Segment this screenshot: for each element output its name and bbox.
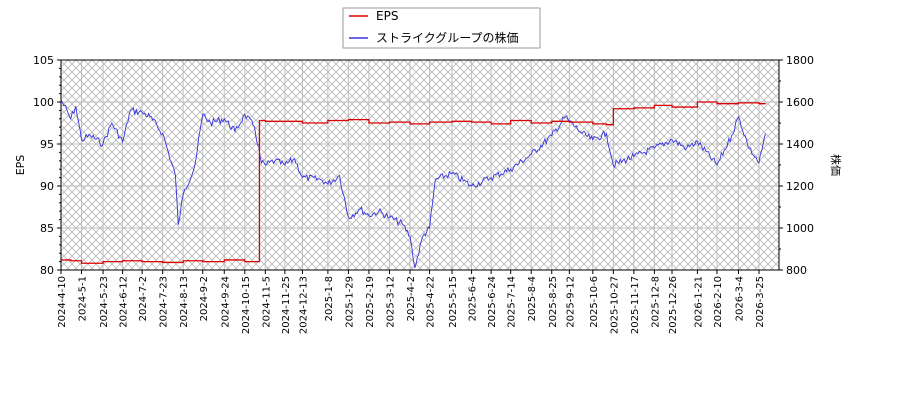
x-tick-label: 2025-8-4 (527, 276, 538, 321)
x-tick-label: 2025-3-12 (385, 276, 396, 328)
x-tick-label: 2024-6-12 (119, 276, 130, 328)
x-tick-label: 2024-7-23 (159, 276, 170, 328)
x-tick-label: 2025-11-17 (630, 276, 641, 334)
left-y-tick-label: 85 (40, 222, 54, 235)
x-tick-label: 2025-12-26 (668, 276, 679, 334)
x-tick-label: 2024-9-2 (199, 276, 210, 321)
series-layer (61, 99, 767, 269)
right-y-axis: 800 1000 1200 1400 1600 1800 (779, 54, 814, 277)
x-tick-label: 2024-8-13 (179, 276, 190, 328)
x-tick-label: 2025-10-6 (589, 276, 600, 328)
x-tick-label: 2026-2-10 (713, 276, 724, 328)
x-tick-label: 2025-8-25 (548, 276, 559, 328)
x-tick-label: 2024-12-13 (298, 276, 309, 334)
x-tick-label: 2026-1-21 (693, 276, 704, 328)
eps-line (61, 101, 766, 264)
x-tick-label: 2024-11-25 (281, 276, 292, 334)
x-tick-label: 2025-5-15 (448, 276, 459, 328)
x-tick-label: 2024-5-23 (99, 276, 110, 328)
x-tick-label: 2026-3-4 (734, 276, 745, 321)
x-tick-label: 2025-2-19 (365, 276, 376, 328)
x-tick-label: 2024-9-24 (220, 276, 231, 328)
x-tick-label: 2024-5-1 (78, 276, 89, 321)
x-tick-label: 2025-4-22 (426, 276, 437, 328)
x-tick-label: 2025-12-8 (650, 276, 661, 328)
right-y-tick-label: 1000 (786, 222, 814, 235)
left-y-tick-label: 105 (33, 54, 54, 67)
x-tick-label: 2024-11-5 (261, 276, 272, 328)
right-axis-title: 株価 (829, 154, 843, 176)
x-tick-label: 2024-4-10 (57, 276, 68, 328)
left-y-tick-label: 90 (40, 180, 54, 193)
legend-box (342, 7, 541, 49)
x-tick-label: 2026-3-25 (755, 276, 766, 328)
right-y-tick-label: 1600 (786, 96, 814, 109)
left-axis-title: EPS (14, 155, 27, 176)
x-tick-label: 2024-7-2 (138, 276, 149, 321)
plot-area (61, 60, 779, 270)
x-tick-label: 2025-10-27 (609, 276, 620, 334)
x-tick-label: 2025-6-4 (468, 276, 479, 321)
price-line (61, 99, 767, 269)
left-y-tick-label: 100 (33, 96, 54, 109)
x-tick-label: 2025-4-2 (406, 276, 417, 321)
x-tick-label: 2025-1-29 (344, 276, 355, 328)
x-tick-label: 2025-9-12 (565, 276, 576, 328)
legend-label-price: ストライクグループの株価 (376, 30, 519, 45)
legend: EPS ストライクグループの株価 (342, 7, 541, 49)
right-y-tick-label: 1400 (786, 138, 814, 151)
right-y-tick-label: 1800 (786, 54, 814, 67)
legend-label-eps: EPS (376, 9, 398, 23)
x-tick-label: 2024-10-15 (241, 276, 252, 334)
left-y-axis: 80 85 90 95 100 105 (33, 54, 61, 277)
left-y-tick-label: 80 (40, 264, 54, 277)
x-axis: 2024-4-10 2024-5-1 2024-5-23 2024-6-12 2024-… (57, 270, 766, 334)
right-y-tick-label: 1200 (786, 180, 814, 193)
x-tick-label: 2025-6-24 (487, 276, 498, 328)
x-tick-label: 2025-1-8 (324, 276, 335, 321)
right-y-tick-label: 800 (786, 264, 807, 277)
left-y-tick-label: 95 (40, 138, 54, 151)
x-tick-label: 2025-7-14 (507, 276, 518, 328)
